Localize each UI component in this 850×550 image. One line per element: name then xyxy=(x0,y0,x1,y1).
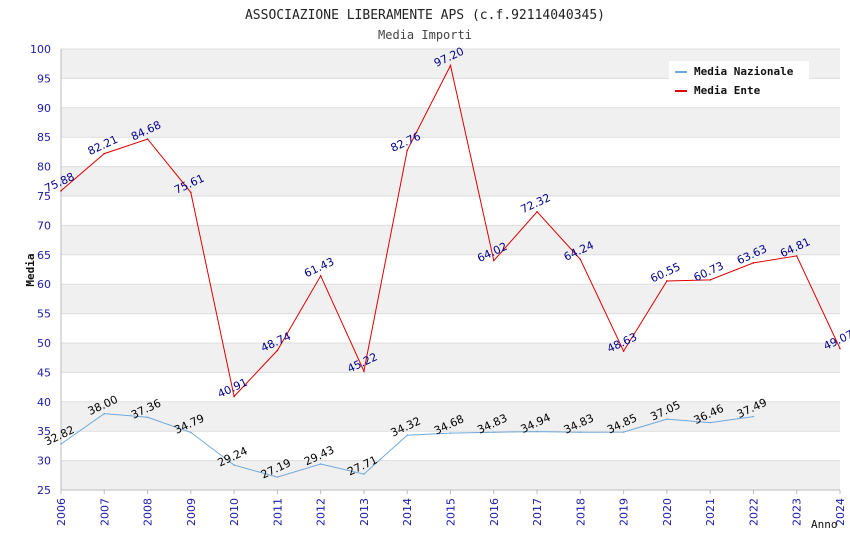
y-tick-label: 35 xyxy=(37,425,51,438)
data-point-media-ente xyxy=(60,190,62,192)
x-tick-label: 2014 xyxy=(401,498,414,526)
x-tick-label: 2009 xyxy=(185,498,198,526)
plot-band xyxy=(61,431,840,461)
axes xyxy=(60,49,841,494)
data-point-media-nazionale xyxy=(622,431,625,433)
x-tick-label: 2012 xyxy=(315,498,328,526)
y-tick-label: 65 xyxy=(37,249,51,262)
data-point-media-nazionale xyxy=(146,416,149,419)
plot-band xyxy=(61,284,840,314)
y-tick-label: 25 xyxy=(37,484,51,497)
data-point-media-nazionale xyxy=(492,431,495,433)
data-point-media-ente xyxy=(363,370,365,372)
data-point-media-ente xyxy=(536,210,538,213)
legend-box xyxy=(669,61,809,101)
x-tick-label: 2017 xyxy=(531,498,544,526)
data-point-media-ente xyxy=(709,279,711,281)
data-point-media-nazionale xyxy=(752,415,755,418)
data-point-media-ente xyxy=(752,262,755,264)
x-tick-label: 2021 xyxy=(704,498,717,526)
x-tick-label: 2015 xyxy=(445,498,458,526)
plot-band xyxy=(61,343,840,373)
plot-band xyxy=(61,401,840,432)
x-tick-label: 2023 xyxy=(791,498,804,526)
x-tick-labels: 2006 2007 2008 2009 2010 2011 2012 2013 2014 2015… xyxy=(55,498,847,526)
y-tick-label: 75 xyxy=(37,190,51,203)
x-tick-label: 2018 xyxy=(574,498,587,526)
x-tick-label: 2007 xyxy=(98,498,111,526)
x-tick-label: 2006 xyxy=(55,498,68,526)
x-tick-label: 2010 xyxy=(228,498,241,526)
y-tick-label: 100 xyxy=(30,43,51,56)
data-point-media-ente xyxy=(622,350,625,352)
data-point-media-ente xyxy=(666,280,668,282)
legend-label-media-ente: Media Ente xyxy=(694,84,761,97)
data-point-media-nazionale xyxy=(103,412,106,415)
y-tick-label: 45 xyxy=(37,366,51,379)
y-tick-label: 85 xyxy=(37,131,51,144)
plot-band xyxy=(61,107,840,138)
data-point-media-nazionale xyxy=(319,463,322,465)
plot-band xyxy=(61,196,840,226)
y-tick-label: 70 xyxy=(37,219,51,232)
plot-band xyxy=(61,225,840,255)
data-point-media-nazionale xyxy=(233,464,235,466)
plot-band xyxy=(61,137,840,167)
x-tick-label: 2019 xyxy=(618,498,631,526)
y-tick-label: 60 xyxy=(37,278,51,291)
data-point-media-nazionale xyxy=(666,418,668,420)
data-point-media-ente xyxy=(795,255,798,257)
data-point-media-ente xyxy=(839,347,841,350)
y-tick-label: 40 xyxy=(37,396,51,409)
plot-band xyxy=(61,460,840,490)
data-point-media-ente xyxy=(276,349,279,352)
data-point-media-ente xyxy=(146,138,149,140)
data-point-media-nazionale xyxy=(363,473,365,475)
x-tick-label: 2008 xyxy=(142,498,155,526)
y-axis-label: Media xyxy=(24,253,37,286)
data-point-media-ente xyxy=(449,64,452,67)
y-tick-label: 95 xyxy=(37,72,51,85)
y-tick-label: 30 xyxy=(37,455,51,468)
data-point-media-nazionale xyxy=(190,431,192,434)
data-point-media-ente xyxy=(190,191,192,194)
x-tick-label: 2024 xyxy=(834,498,847,526)
x-tick-label: 2013 xyxy=(358,498,371,526)
data-point-media-ente xyxy=(492,259,495,262)
x-tick-label: 2016 xyxy=(488,498,501,526)
x-tick-label: 2011 xyxy=(271,498,284,526)
data-point-media-nazionale xyxy=(60,443,62,445)
y-tick-labels: 25 30 35 40 45 50 55 60 65 70 75 80 85 90 95 100 xyxy=(30,43,51,497)
data-point-media-ente xyxy=(233,395,235,398)
y-tick-label: 90 xyxy=(37,102,51,115)
x-tick-label: 2020 xyxy=(661,498,674,526)
plot-background xyxy=(61,49,840,490)
data-point-media-nazionale xyxy=(449,432,452,434)
series-lines xyxy=(60,64,841,478)
plot-band xyxy=(61,166,840,196)
y-tick-label: 80 xyxy=(37,161,51,174)
legend: Media Nazionale Media Ente xyxy=(669,61,809,101)
data-point-media-nazionale xyxy=(709,421,711,424)
y-tick-label: 55 xyxy=(37,308,51,321)
data-point-media-ente xyxy=(319,274,322,277)
data-point-media-nazionale xyxy=(276,476,279,478)
chart-title: ASSOCIAZIONE LIBERAMENTE APS (c.f.921140… xyxy=(245,8,605,23)
chart-subtitle: Media Importi xyxy=(378,28,472,42)
legend-label-media-nazionale: Media Nazionale xyxy=(694,65,794,78)
data-point-media-ente xyxy=(103,152,106,155)
x-axis-label: Anno xyxy=(811,518,838,531)
plot-band xyxy=(61,372,840,402)
data-point-media-nazionale xyxy=(536,430,538,433)
data-point-media-nazionale xyxy=(579,431,582,433)
x-tick-label: 2022 xyxy=(747,498,760,526)
data-point-media-ente xyxy=(579,258,582,261)
y-tick-label: 50 xyxy=(37,337,51,350)
data-point-media-nazionale xyxy=(406,434,409,436)
plot-band xyxy=(61,313,840,343)
data-point-media-ente xyxy=(406,149,409,152)
